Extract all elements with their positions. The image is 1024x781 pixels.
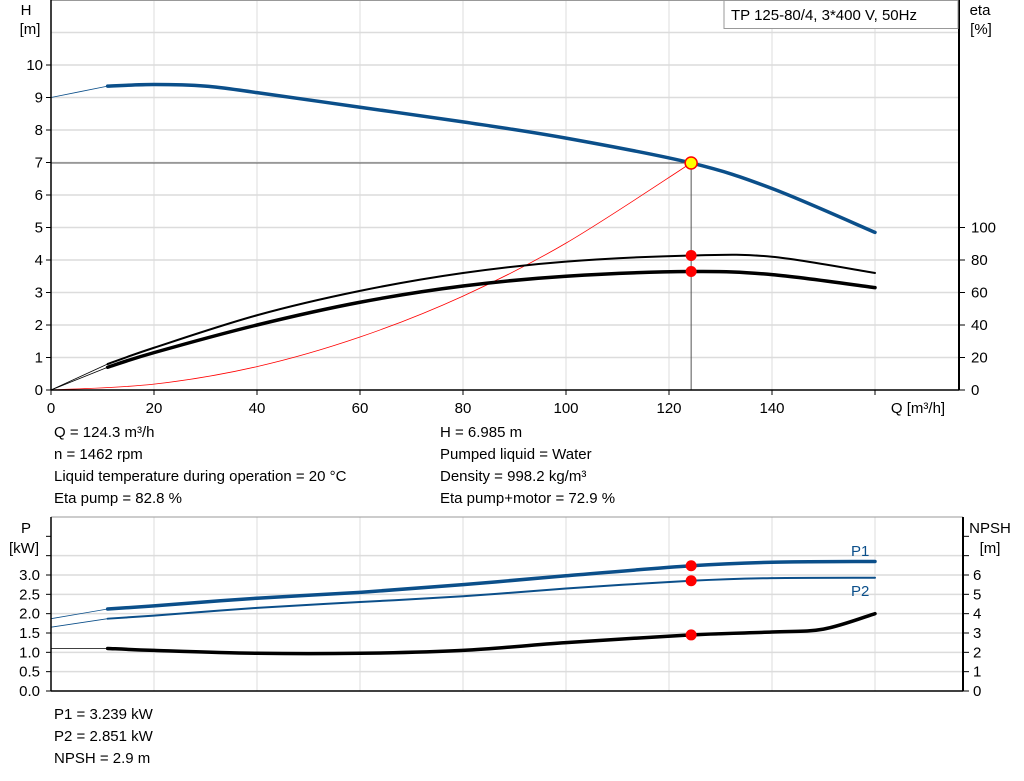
h-tick-label: 10: [26, 57, 43, 74]
head-curve: [105, 82, 877, 235]
eta-pump-marker: [685, 249, 697, 261]
h-tick-label: 5: [35, 220, 43, 237]
eta-pump-curve-extension: [50, 363, 108, 391]
info-p2: P2 = 2.851 kW: [54, 728, 153, 745]
info-npsh: NPSH = 2.9 m: [54, 750, 151, 767]
system-curve: [50, 162, 692, 391]
p2-curve-extension: [50, 618, 108, 628]
npsh-marker: [685, 629, 697, 641]
bottom-grid: [51, 516, 963, 691]
p2-marker: [685, 575, 697, 587]
info-temperature: Liquid temperature during operation = 20…: [54, 468, 347, 485]
eta-tick-label: 20: [971, 350, 988, 367]
labels: H [m] eta [%] Q [m³/h] P [kW] NPSH [m] P…: [9, 2, 1011, 600]
p-tick-label: 2.0: [19, 606, 40, 623]
h-axis-unit: [m]: [20, 21, 41, 38]
info-eta-pump-motor: Eta pump+motor = 72.9 %: [440, 490, 616, 507]
npsh-tick-label: 1: [973, 664, 981, 681]
info-top-right: H = 6.985 m Pumped liquid = Water Densit…: [440, 422, 615, 510]
eta-pump-motor-curve-extension: [50, 366, 108, 391]
info-flow: Q = 124.3 m³/h: [54, 424, 155, 441]
duty-point-marker: [684, 156, 698, 170]
h-tick-label: 8: [35, 122, 43, 139]
q-tick-label: 40: [249, 400, 266, 417]
h-tick-label: 1: [35, 350, 43, 367]
npsh-tick-label: 3: [973, 625, 981, 642]
p-axis-label: P: [21, 520, 31, 537]
q-tick-label: 80: [455, 400, 472, 417]
eta-pump-motor-curve: [105, 269, 877, 369]
q-axis-label: Q [m³/h]: [891, 400, 945, 417]
q-tick-label: 140: [759, 400, 784, 417]
info-top-left: Q = 124.3 m³/h n = 1462 rpm Liquid tempe…: [54, 422, 346, 510]
info-bottom: P1 = 3.239 kW P2 = 2.851 kW NPSH = 2.9 m: [54, 704, 153, 770]
eta-axis-label: eta: [970, 2, 992, 19]
h-tick-label: 7: [35, 155, 43, 172]
p1-curve-extension: [50, 608, 108, 620]
npsh-tick-label: 2: [973, 644, 981, 661]
eta-tick-label: 80: [971, 252, 988, 269]
npsh-tick-label: 0: [973, 683, 981, 700]
eta-tick-label: 60: [971, 285, 988, 302]
h-tick-label: 9: [35, 90, 43, 107]
npsh-tick-label: 6: [973, 567, 981, 584]
p1-marker: [685, 560, 697, 572]
q-tick-label: 60: [352, 400, 369, 417]
info-density: Density = 998.2 kg/m³: [440, 468, 587, 485]
q-tick-label: 20: [146, 400, 163, 417]
top-grid: [51, 0, 959, 390]
eta-pump-motor-marker: [685, 266, 697, 278]
h-axis-label: H: [21, 2, 32, 19]
p2-curve: [106, 576, 876, 620]
q-tick-label: 100: [553, 400, 578, 417]
npsh-curve: [105, 611, 877, 656]
npsh-axis-unit: [m]: [980, 540, 1001, 557]
curves: [50, 82, 877, 656]
info-eta-pump: Eta pump = 82.8 %: [54, 490, 182, 507]
p2-series-label: P2: [851, 583, 869, 600]
p-tick-label: 0.5: [19, 664, 40, 681]
h-tick-label: 2: [35, 317, 43, 334]
info-head: H = 6.985 m: [440, 424, 523, 441]
info-p1: P1 = 3.239 kW: [54, 706, 153, 723]
p1-series-label: P1: [851, 543, 869, 560]
eta-tick-label: 100: [971, 220, 996, 237]
eta-axis-unit: [%]: [970, 21, 992, 38]
h-tick-label: 6: [35, 187, 43, 204]
eta-tick-label: 0: [971, 382, 979, 399]
p-tick-label: 0.0: [19, 683, 40, 700]
legend-title: TP 125-80/4, 3*400 V, 50Hz: [731, 7, 917, 24]
eta-pump-curve: [106, 253, 876, 365]
npsh-tick-label: 4: [973, 606, 981, 623]
p1-curve: [105, 559, 877, 611]
npsh-axis-label: NPSH: [969, 520, 1011, 537]
head-curve-extension: [50, 85, 108, 98]
h-tick-label: 0: [35, 382, 43, 399]
info-speed: n = 1462 rpm: [54, 446, 143, 463]
p-tick-label: 1.5: [19, 625, 40, 642]
info-liquid: Pumped liquid = Water: [440, 446, 592, 463]
h-tick-label: 3: [35, 285, 43, 302]
eta-tick-label: 40: [971, 317, 988, 334]
p-axis-unit: [kW]: [9, 540, 39, 557]
p-tick-label: 1.0: [19, 644, 40, 661]
q-tick-label: 120: [656, 400, 681, 417]
npsh-tick-label: 5: [973, 586, 981, 603]
p-tick-label: 3.0: [19, 567, 40, 584]
q-tick-label: 0: [47, 400, 55, 417]
p-tick-label: 2.5: [19, 586, 40, 603]
legend-box: TP 125-80/4, 3*400 V, 50Hz: [723, 0, 959, 29]
h-tick-label: 4: [35, 252, 43, 269]
